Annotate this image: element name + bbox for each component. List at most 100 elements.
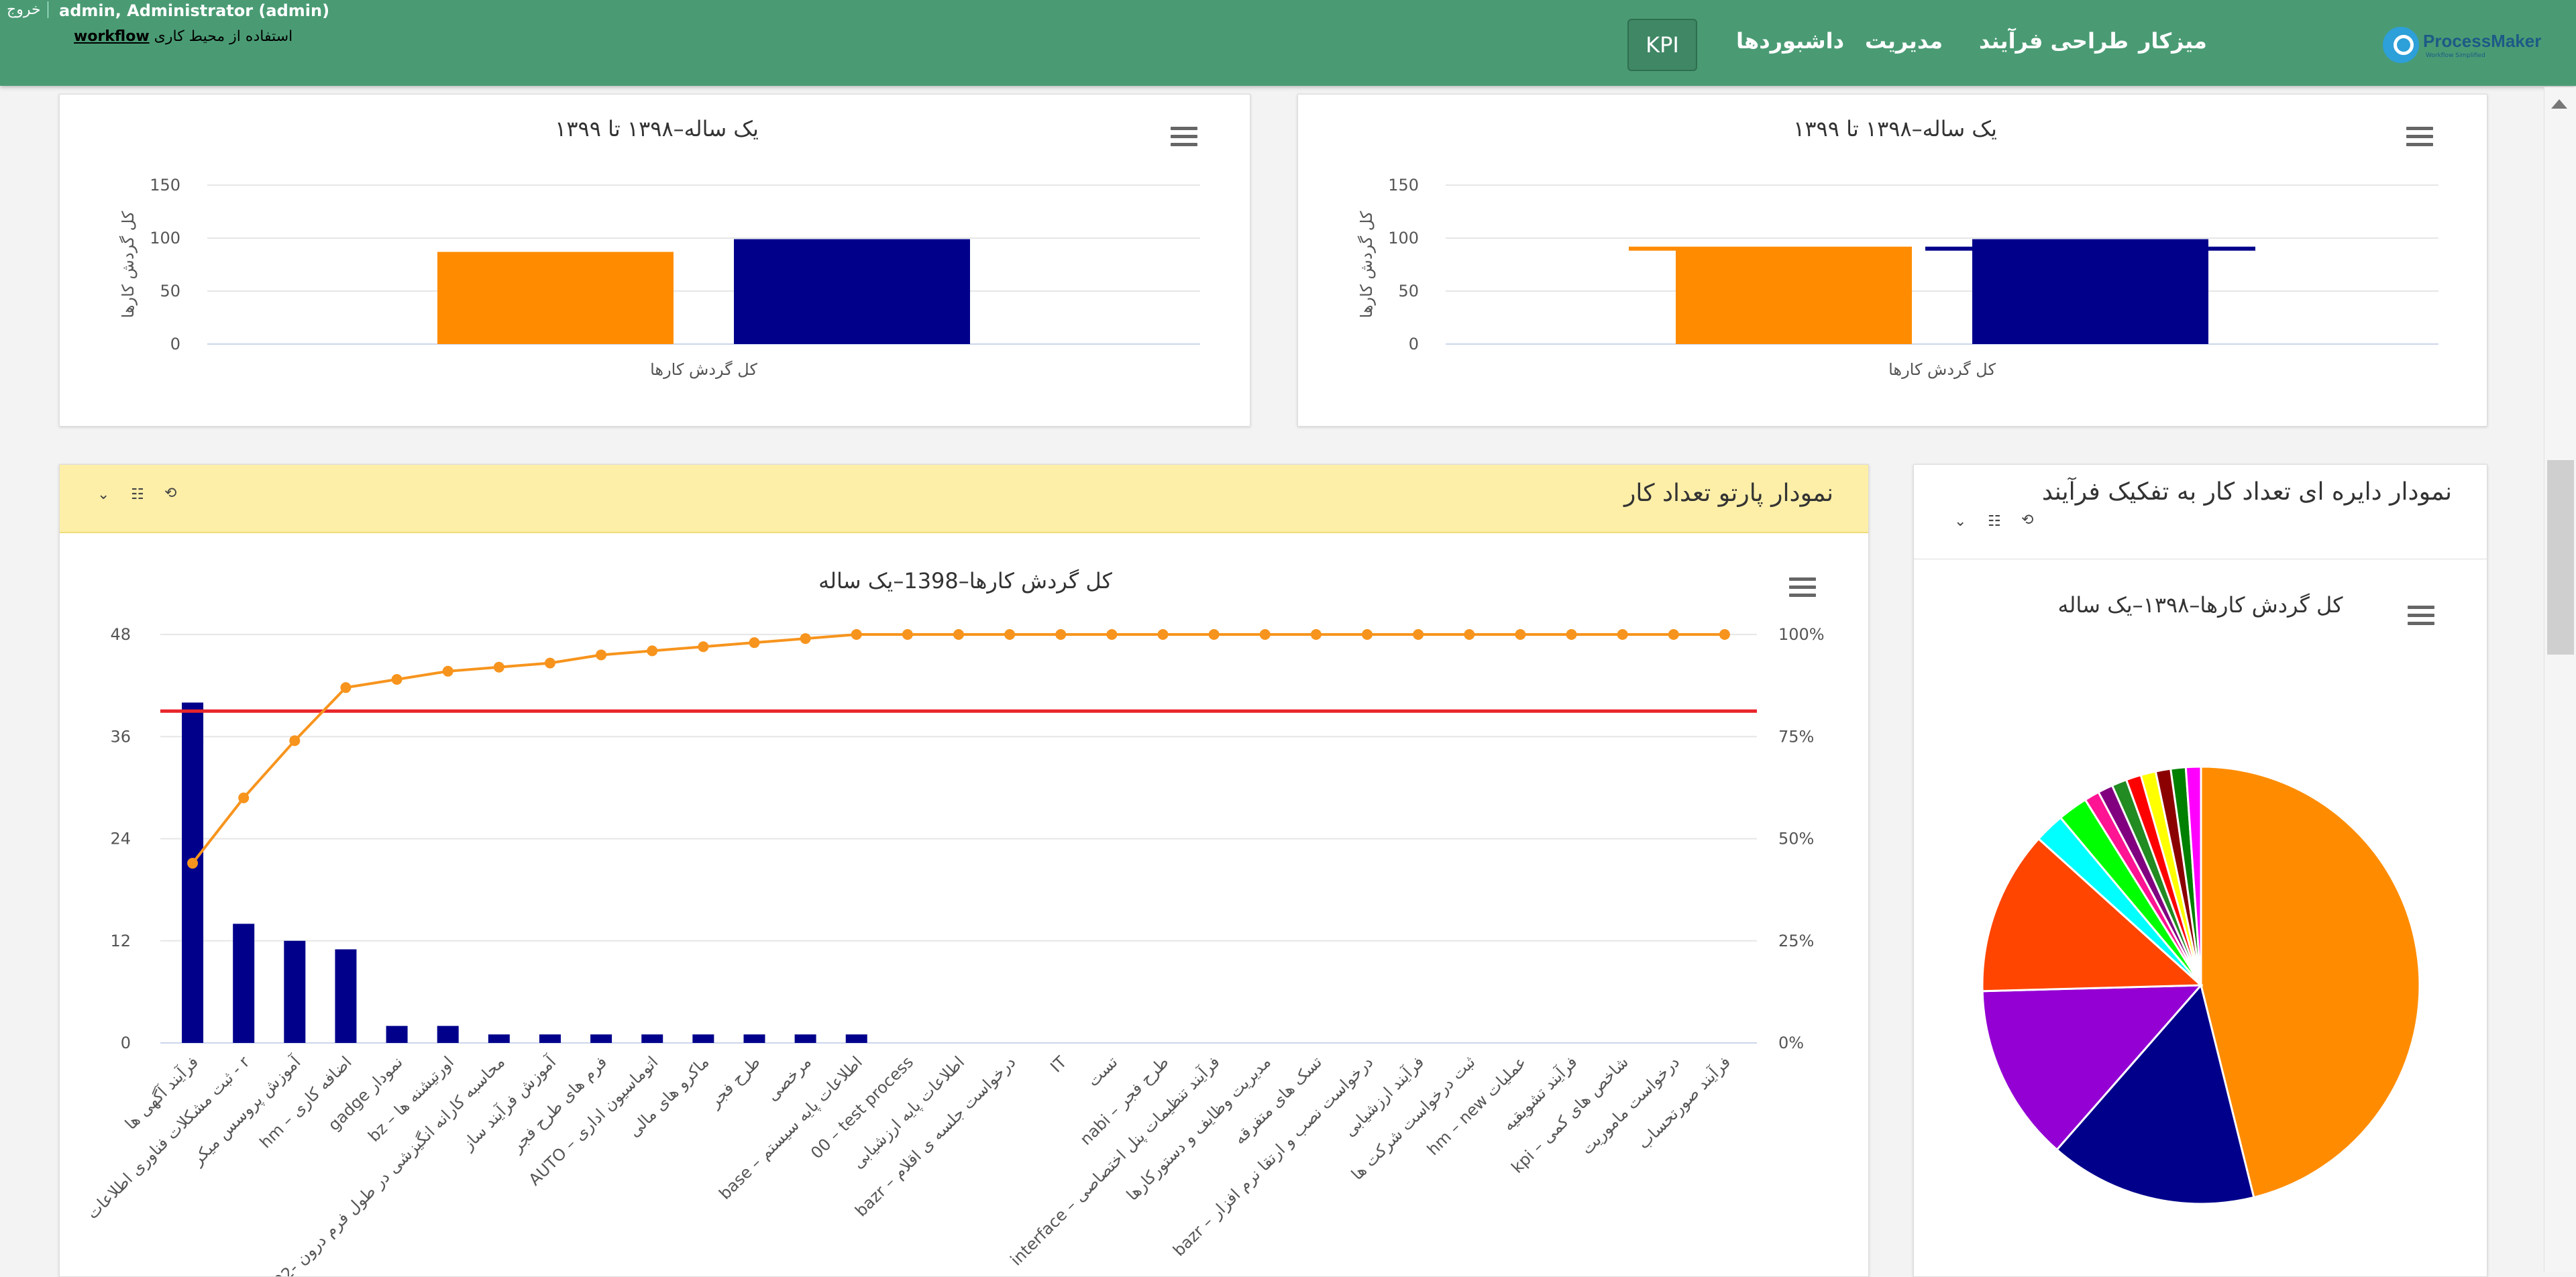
y-tick-label: 100	[150, 229, 180, 247]
cumulative-point	[800, 633, 811, 645]
x-tick-label: طرح فجر	[705, 1052, 764, 1111]
y-tick-label: 50	[1398, 282, 1419, 300]
page-scrollbar[interactable]	[2544, 87, 2576, 1272]
x-tick-label: تسک های متفرقه	[1230, 1052, 1326, 1148]
x-tick-label: فرآیند صورتحساب	[1633, 1052, 1734, 1153]
processmaker-logo[interactable]: ProcessMaker Workflow Simplified	[2383, 27, 2544, 63]
x-tick-label: hm – اضافه کاری	[256, 1052, 356, 1152]
cumulative-point	[953, 629, 964, 640]
pie-slice	[1981, 984, 2204, 1152]
list-icon[interactable]: ☷	[131, 486, 144, 503]
cumulative-point	[1515, 629, 1526, 640]
y-tick-label: 0	[170, 335, 180, 353]
cumulative-point	[1055, 629, 1067, 640]
pie-panel-title: نمودار دایره ای تعداد کار به تفکیک فرآین…	[2041, 478, 2452, 506]
nav-kpi[interactable]: KPI	[1627, 19, 1697, 71]
top-navbar: خروج admin, Administrator (admin) workfl…	[0, 0, 2576, 86]
bar	[233, 924, 255, 1043]
y-tick-label: 36	[110, 727, 131, 746]
y-tick-label: 48	[110, 625, 131, 644]
y-tick-label: 150	[1388, 176, 1419, 195]
pie-panel: نمودار دایره ای تعداد کار به تفکیک فرآین…	[1913, 464, 2487, 1277]
scroll-up-icon[interactable]	[2551, 99, 2567, 109]
pareto-chart-menu-icon[interactable]	[1789, 577, 1816, 598]
cumulative-point	[1668, 629, 1679, 640]
y2-tick-label: 25%	[1778, 932, 1814, 950]
y2-tick-label: 75%	[1778, 727, 1814, 746]
bar	[845, 1034, 867, 1043]
chart-title: کل گردش کارها–1398–یک ساله	[818, 568, 1112, 594]
collapse-chevron-icon[interactable]: ⌄	[1954, 513, 1967, 530]
nav-admin[interactable]: مدیریت	[1865, 28, 1943, 54]
pie-chart-menu-icon[interactable]	[2408, 606, 2434, 626]
cumulative-point	[1464, 629, 1475, 640]
bar	[284, 940, 306, 1043]
list-icon[interactable]: ☷	[1988, 513, 2001, 530]
pie-slice	[2055, 983, 2255, 1205]
cumulative-point	[698, 641, 709, 653]
pie-slice	[2200, 765, 2421, 1199]
bar	[437, 1025, 459, 1043]
y2-tick-label: 100%	[1778, 625, 1825, 644]
pareto-panel: نمودار پارتو تعداد کار ⌄ ☷ ⟲ کل گردش کار…	[59, 464, 1869, 1277]
bar	[1972, 239, 2208, 344]
x-tick-label: IT	[1046, 1052, 1070, 1076]
bar	[641, 1034, 663, 1043]
chart-title: کل گردش کارها–۱۳۹۸–یک ساله	[2057, 592, 2343, 618]
pie-chart: کل گردش کارها–۱۳۹۸–یک ساله	[1981, 592, 2421, 1205]
nav-dashboards[interactable]: داشبوردها	[1736, 28, 1845, 54]
bar	[437, 252, 674, 344]
logout-link[interactable]: خروج	[7, 1, 48, 18]
x-tick-label: فرم های طرح فجر	[507, 1052, 610, 1156]
pareto-panel-header	[60, 465, 1868, 533]
pareto-panel-title: نمودار پارتو تعداد کار	[1624, 480, 1833, 507]
cumulative-point	[289, 735, 301, 746]
bar	[734, 239, 970, 344]
y2-tick-label: 0%	[1778, 1034, 1804, 1052]
y-axis-label: کل گردش کارها	[119, 211, 138, 318]
y2-tick-label: 50%	[1778, 830, 1814, 848]
cumulative-line	[191, 633, 1725, 865]
cumulative-point	[1310, 629, 1322, 640]
chart-title: یک ساله–۱۳۹۸ تا ۱۳۹۹	[555, 116, 759, 142]
refresh-icon[interactable]: ⟲	[2021, 512, 2034, 529]
nav-home[interactable]: میزکار	[2139, 28, 2207, 54]
top-left-chart-menu-icon[interactable]	[1171, 127, 1197, 147]
refresh-icon[interactable]: ⟲	[164, 485, 177, 502]
x-tick-label: آموزش فرآیند ساز	[458, 1052, 560, 1154]
pie-slice	[2184, 765, 2202, 986]
workspace-prefix: استفاده از محیط کاری	[154, 28, 293, 45]
y-tick-label: 150	[150, 176, 180, 195]
nav-designer[interactable]: طراحی فرآیند	[1979, 28, 2129, 54]
bar	[488, 1034, 510, 1043]
bar	[335, 949, 357, 1043]
top-left-chart-card: یک ساله–۱۳۹۸ تا ۱۳۹۹ 0 50 100 150 کل گردش کار…	[59, 94, 1250, 427]
cumulative-point	[544, 657, 555, 669]
bar	[539, 1034, 561, 1043]
cumulative-point	[749, 637, 760, 649]
collapse-chevron-icon[interactable]: ⌄	[97, 486, 110, 503]
y-tick-label: 12	[110, 932, 131, 950]
cumulative-point	[238, 792, 250, 803]
cumulative-point	[1566, 629, 1577, 640]
y-tick-label: 0	[1409, 335, 1419, 353]
y-tick-label: 24	[110, 830, 131, 848]
scroll-thumb[interactable]	[2547, 460, 2574, 655]
cumulative-point	[391, 673, 402, 685]
top-right-chart-card: یک ساله–۱۳۹۸ تا ۱۳۹۹ 0 50 100 150 کل گردش کار…	[1297, 94, 2487, 427]
cumulative-point	[1362, 629, 1373, 640]
logo-text: ProcessMaker	[2423, 31, 2542, 51]
workspace-link[interactable]: workflow	[74, 28, 150, 45]
x-tick-label: nabi – طرح فجر	[1076, 1052, 1172, 1148]
cumulative-point	[1719, 629, 1730, 640]
logo-icon	[2383, 27, 2419, 63]
cumulative-point	[1413, 629, 1424, 640]
y-tick-label: 0	[121, 1034, 131, 1052]
cumulative-point	[340, 682, 352, 693]
cumulative-point	[442, 665, 453, 677]
pie-slice	[1981, 837, 2204, 993]
bar	[1676, 248, 1912, 344]
x-tick-label: مرخصی	[763, 1052, 815, 1105]
logo-tagline: Workflow Simplified	[2426, 52, 2485, 59]
top-right-chart-menu-icon[interactable]	[2406, 127, 2433, 147]
